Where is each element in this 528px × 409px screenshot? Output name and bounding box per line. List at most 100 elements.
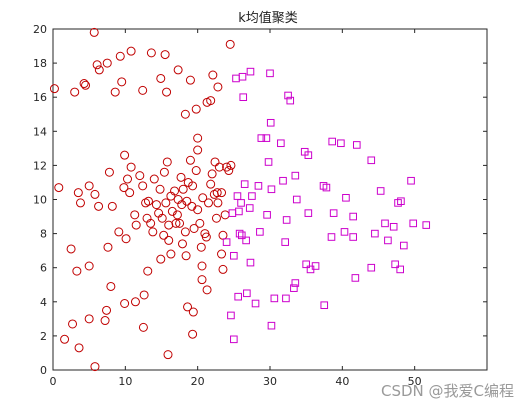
cluster-2-point [376, 187, 385, 195]
cluster-2-point [409, 219, 418, 228]
cluster-1-point [130, 297, 140, 307]
cluster-1-point [159, 167, 169, 177]
cluster-1-point [89, 27, 99, 37]
cluster-2-point [391, 260, 399, 269]
cluster-2-point [281, 238, 289, 246]
cluster-1-point [206, 179, 216, 189]
cluster-2-point [232, 74, 240, 83]
cluster-1-point [73, 188, 83, 198]
cluster-1-point [197, 275, 207, 285]
cluster-1-point [139, 290, 149, 300]
cluster-2-point [397, 197, 405, 206]
cluster-2-point [322, 183, 331, 192]
cluster-2-point [267, 321, 276, 330]
cluster-1-point [188, 181, 198, 191]
cluster-1-point [141, 198, 151, 208]
cluster-1-point [195, 218, 205, 228]
cluster-1-point [74, 343, 84, 353]
cluster-1-point [191, 104, 201, 114]
cluster-1-point [149, 174, 159, 184]
cluster-1-point [204, 198, 214, 208]
cluster-2-point [264, 158, 273, 166]
cluster-1-point [196, 242, 206, 252]
cluster-1-point [166, 249, 176, 259]
cluster-1-point [156, 73, 166, 83]
cluster-2-point [235, 207, 243, 216]
cluster-1-point [138, 322, 148, 332]
cluster-1-point [187, 201, 197, 211]
cluster-2-point [242, 236, 250, 245]
cluster-2-point [257, 134, 266, 142]
cluster-1-point [146, 218, 156, 228]
cluster-2-point [282, 294, 290, 303]
cluster-1-point [49, 84, 59, 94]
cluster-1-point [189, 223, 199, 233]
cluster-1-point [197, 261, 207, 271]
cluster-1-point [206, 96, 216, 106]
cluster-1-point [135, 171, 145, 181]
cluster-2-point [367, 156, 376, 165]
cluster-1-point [103, 242, 113, 252]
cluster-2-point [304, 151, 313, 159]
cluster-1-point [212, 188, 222, 198]
cluster-1-point [180, 109, 190, 119]
cluster-1-point [102, 58, 112, 68]
x-tick-label: 50 [408, 375, 422, 388]
cluster-2-point [291, 279, 300, 287]
cluster-1-point [84, 181, 94, 191]
x-tick-label: 30 [263, 375, 277, 388]
y-tick-label: 8 [40, 228, 47, 241]
cluster-2-point [351, 274, 360, 282]
cluster-2-point [328, 137, 337, 146]
cluster-1-point [102, 305, 112, 315]
cluster-2-point [304, 209, 313, 217]
cluster-1-point [225, 39, 235, 49]
cluster-2-point [290, 284, 298, 292]
cluster-2-point [238, 72, 247, 81]
y-tick-label: 2 [40, 330, 47, 343]
cluster-1-point [226, 160, 236, 170]
cluster-1-point [94, 201, 104, 211]
cluster-1-point [121, 234, 131, 244]
cluster-2-point [407, 176, 415, 185]
y-tick-label: 20 [33, 23, 47, 36]
cluster-1-point [100, 316, 110, 326]
cluster-1-point [143, 196, 153, 206]
cluster-1-point [138, 85, 148, 95]
cluster-2-point [240, 180, 249, 188]
cluster-1-point [138, 181, 148, 191]
cluster-1-point [119, 183, 129, 193]
cluster-1-point [220, 210, 230, 220]
cluster-2-point [279, 176, 287, 185]
cluster-1-point [126, 162, 136, 172]
cluster-1-point [224, 166, 234, 176]
cluster-2-point [284, 91, 292, 100]
cluster-1-point [90, 362, 100, 372]
cluster-1-point [213, 198, 223, 208]
y-tick-label: 12 [33, 159, 47, 172]
cluster-2-point [228, 209, 237, 217]
cluster-1-point [180, 227, 190, 237]
cluster-2-point [329, 209, 338, 217]
cluster-1-point [155, 184, 165, 194]
cluster-2-point [243, 289, 251, 298]
cluster-1-point [159, 230, 169, 240]
cluster-1-point [131, 220, 141, 230]
cluster-1-point [68, 319, 78, 329]
cluster-1-point [170, 186, 180, 196]
cluster-2-point [263, 211, 271, 219]
cluster-2-point [266, 69, 274, 78]
cluster-2-point [239, 93, 248, 102]
cluster-2-point [233, 192, 242, 200]
cluster-2-point [292, 195, 301, 204]
cluster-1-point [211, 213, 221, 223]
cluster-2-point [389, 222, 398, 231]
cluster-2-point [384, 236, 392, 245]
cluster-1-point [70, 87, 80, 97]
cluster-1-point [164, 220, 174, 230]
cluster-2-point [248, 192, 256, 200]
cluster-2-point [349, 233, 357, 241]
cluster-1-point [162, 157, 172, 167]
y-tick-label: 14 [33, 125, 47, 138]
cluster-1-point [210, 157, 220, 167]
